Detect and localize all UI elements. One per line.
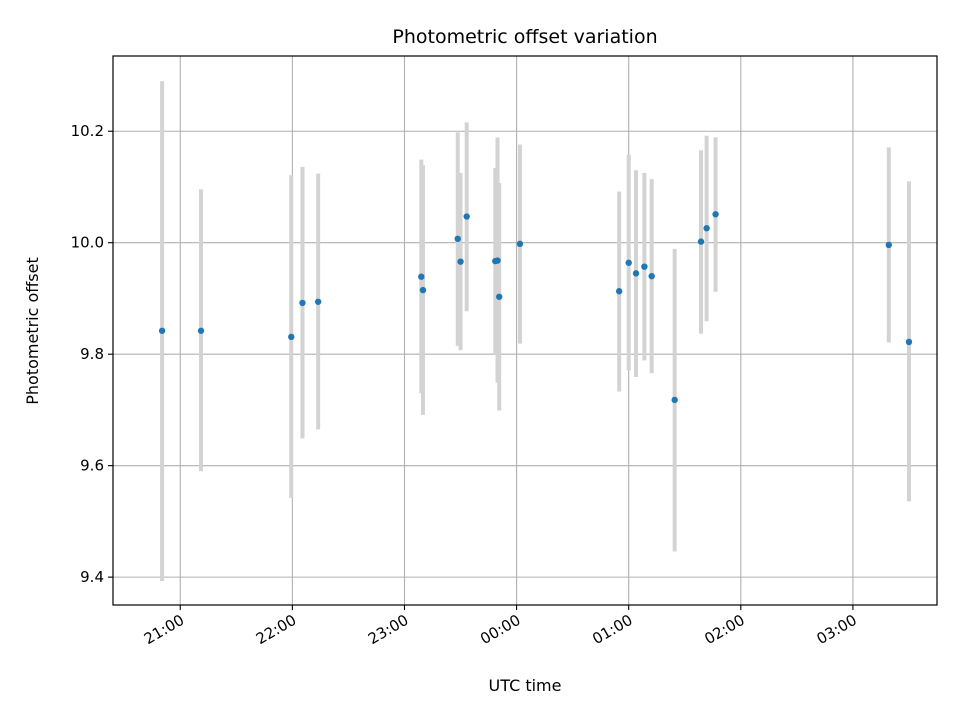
data-point <box>158 327 166 334</box>
data-point <box>632 270 640 277</box>
data-point <box>494 257 501 264</box>
plot-area-frame <box>112 55 938 606</box>
data-point <box>697 238 705 245</box>
data-point <box>671 396 678 404</box>
y-tick-label: 9.8 <box>80 345 104 363</box>
y-axis-ticks: 9.4 9.6 9.8 10.0 10.2 <box>71 122 113 586</box>
data-point <box>615 288 623 295</box>
data-point <box>712 211 719 218</box>
data-point <box>885 241 892 249</box>
data-point <box>197 327 205 334</box>
y-tick-label: 9.4 <box>80 568 104 586</box>
data-point <box>703 225 710 232</box>
data-point <box>641 263 648 270</box>
y-tick-label: 9.6 <box>80 457 104 475</box>
data-point <box>648 272 655 280</box>
y-tick-label: 10.2 <box>71 122 104 140</box>
data-point <box>516 240 524 248</box>
data-point <box>418 273 425 280</box>
x-axis-label: UTC time <box>489 676 562 695</box>
data-point <box>454 235 461 243</box>
data-point <box>463 213 470 220</box>
data-point <box>457 258 464 265</box>
data-point <box>625 259 632 266</box>
data-point <box>288 333 295 341</box>
data-point <box>496 293 503 300</box>
data-point <box>905 338 913 346</box>
data-point <box>299 299 306 307</box>
y-axis-label: Photometric offset <box>23 257 42 405</box>
data-point <box>314 298 322 305</box>
y-tick-label: 10.0 <box>71 234 104 252</box>
data-points <box>158 211 913 404</box>
chart-title: Photometric offset variation <box>392 26 657 48</box>
data-point <box>419 286 427 294</box>
